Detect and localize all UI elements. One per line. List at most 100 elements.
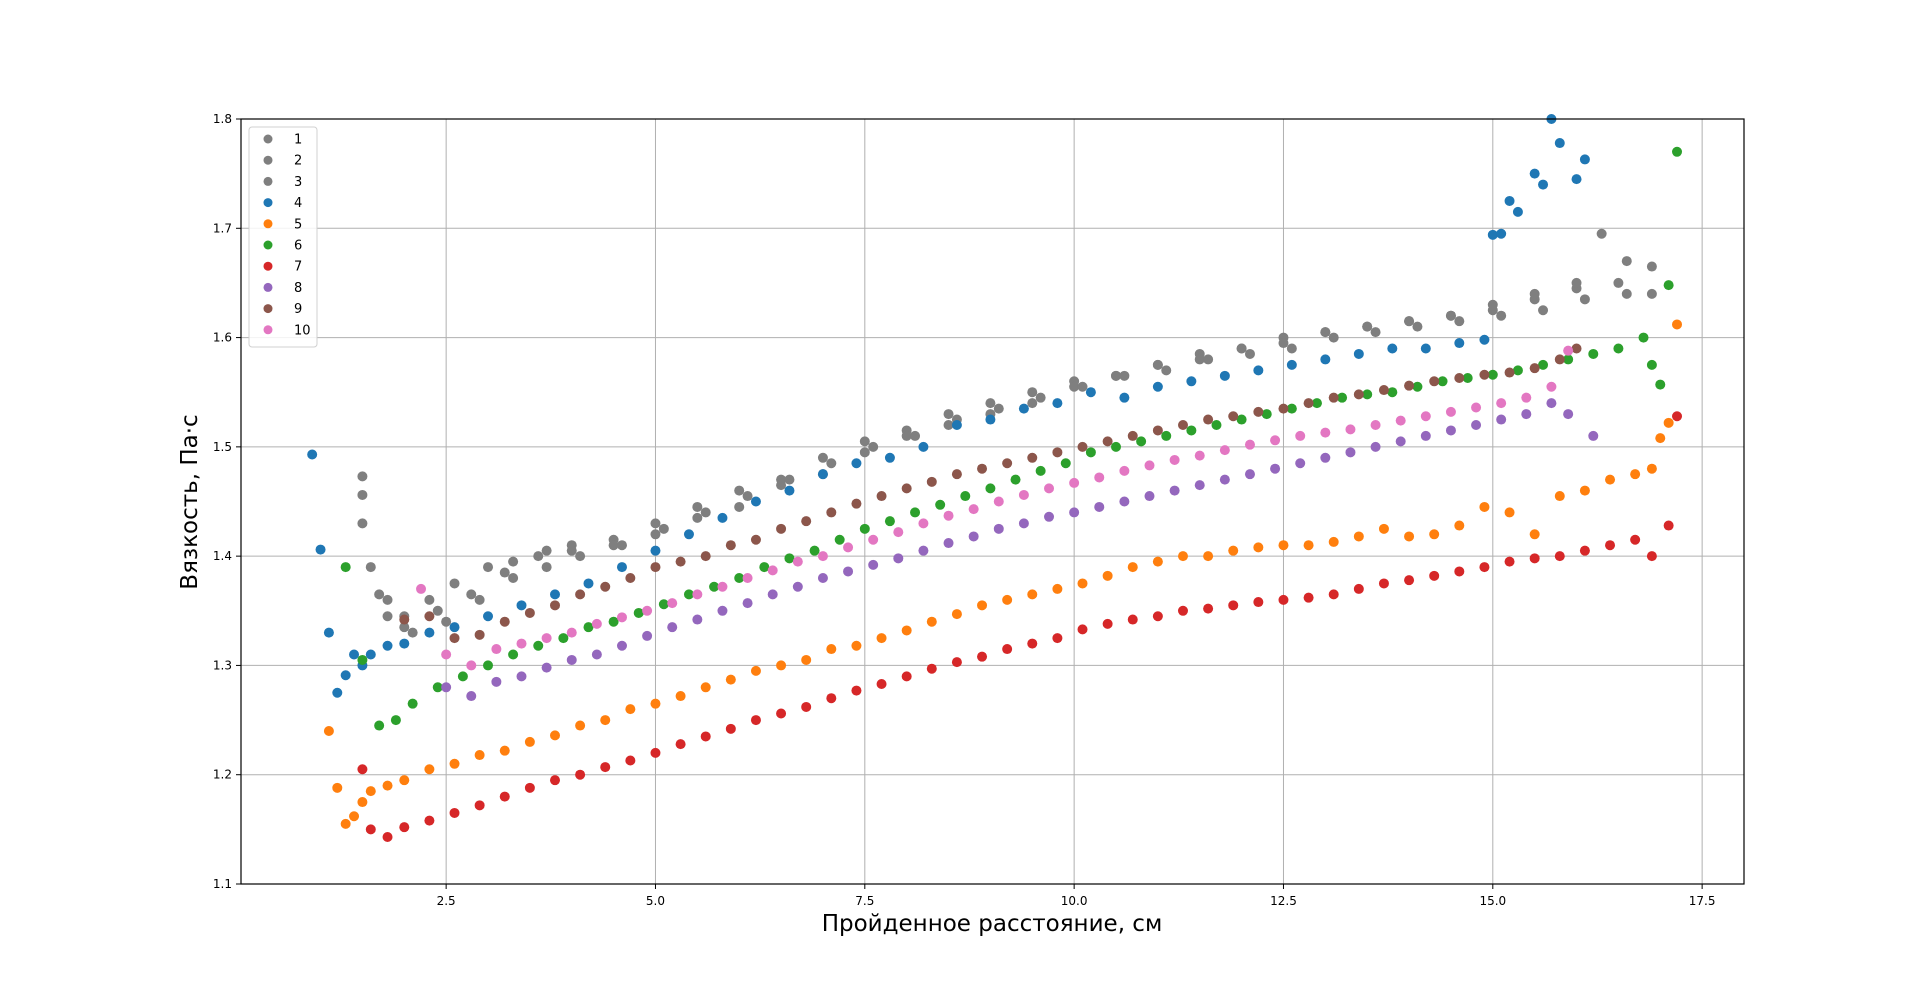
data-point <box>826 458 837 469</box>
data-point <box>1278 540 1289 551</box>
data-point <box>633 607 644 618</box>
data-point <box>1328 589 1339 600</box>
data-point <box>734 573 745 583</box>
data-point <box>1454 373 1465 384</box>
data-point <box>1052 398 1063 409</box>
data-point <box>591 618 602 629</box>
data-point <box>1353 583 1364 594</box>
data-point <box>742 598 753 609</box>
data-point <box>625 755 636 766</box>
data-point <box>951 657 962 668</box>
data-point <box>692 512 703 523</box>
data-point <box>692 501 703 512</box>
data-point <box>1529 288 1540 299</box>
data-point <box>1554 354 1565 365</box>
data-point <box>776 523 787 534</box>
data-point <box>650 747 661 758</box>
data-point <box>1429 570 1440 581</box>
data-point <box>1487 369 1498 380</box>
data-point <box>1504 367 1515 378</box>
data-point <box>1194 450 1205 461</box>
data-point <box>1119 496 1130 507</box>
legend-marker <box>263 261 273 271</box>
data-point <box>1211 420 1222 430</box>
data-point <box>1102 570 1113 581</box>
grid-lines <box>241 118 1744 885</box>
data-point <box>1454 316 1465 327</box>
data-point <box>1027 387 1038 398</box>
x-tick-label: 2.5 <box>437 894 456 908</box>
data-point <box>1663 280 1674 291</box>
data-point <box>1253 597 1264 608</box>
data-point <box>683 529 694 540</box>
data-point <box>926 616 937 627</box>
data-point <box>516 638 527 649</box>
data-point <box>817 573 828 583</box>
data-point <box>1127 614 1138 625</box>
data-point <box>1471 420 1482 430</box>
data-point <box>843 566 854 577</box>
data-point <box>901 671 912 682</box>
data-point <box>826 644 837 655</box>
legend-marker <box>263 219 273 229</box>
data-point <box>332 687 343 698</box>
data-point <box>1370 441 1381 452</box>
data-point <box>357 797 368 808</box>
data-point <box>1496 398 1507 409</box>
data-point <box>1152 611 1163 622</box>
legend-label: 7 <box>294 260 302 275</box>
data-point <box>910 507 921 518</box>
data-point <box>1353 348 1364 359</box>
data-point <box>374 589 385 600</box>
data-point <box>784 553 795 564</box>
data-point <box>399 638 410 649</box>
data-point <box>575 769 586 780</box>
data-point <box>859 523 870 534</box>
legend-label: 2 <box>294 154 302 169</box>
y-axis-ticks: 1.1 1.2 1.3 1.4 1.5 1.6 1.7 1.8 <box>213 112 241 891</box>
data-point <box>1069 477 1080 488</box>
data-point <box>1203 603 1214 614</box>
data-point <box>851 498 862 509</box>
data-point <box>1630 534 1641 545</box>
data-point <box>1538 305 1549 316</box>
data-point <box>1127 562 1138 573</box>
data-point <box>985 398 996 409</box>
data-point <box>558 633 569 644</box>
data-point <box>1328 332 1339 343</box>
data-point <box>1672 411 1683 422</box>
data-point <box>851 640 862 651</box>
data-point <box>357 471 368 482</box>
data-point <box>625 704 636 715</box>
data-point <box>1378 578 1389 589</box>
data-point <box>1186 376 1197 387</box>
data-point <box>1102 436 1113 447</box>
data-point <box>374 720 385 731</box>
data-point <box>1152 359 1163 370</box>
data-point <box>399 622 410 633</box>
data-point <box>725 540 736 551</box>
data-point <box>1228 545 1239 556</box>
data-point <box>784 485 795 496</box>
data-point <box>1429 529 1440 540</box>
data-point <box>776 708 787 719</box>
data-point <box>382 594 393 605</box>
legend-label: 10 <box>294 323 311 338</box>
data-point <box>985 414 996 425</box>
data-point <box>533 551 544 562</box>
data-point <box>575 551 586 562</box>
data-point <box>424 627 435 638</box>
data-point <box>499 616 510 627</box>
data-point <box>1069 381 1080 392</box>
data-point <box>1521 409 1532 420</box>
x-axis-title: Пройденное расстояние, см <box>822 911 1163 937</box>
data-point <box>801 516 812 527</box>
y-tick-label: 1.7 <box>213 221 232 235</box>
data-point <box>809 545 820 556</box>
data-point <box>901 625 912 636</box>
data-point <box>1521 392 1532 403</box>
data-point <box>1579 545 1590 556</box>
y-tick-label: 1.8 <box>213 112 232 126</box>
data-point <box>826 507 837 518</box>
data-point <box>876 633 887 644</box>
